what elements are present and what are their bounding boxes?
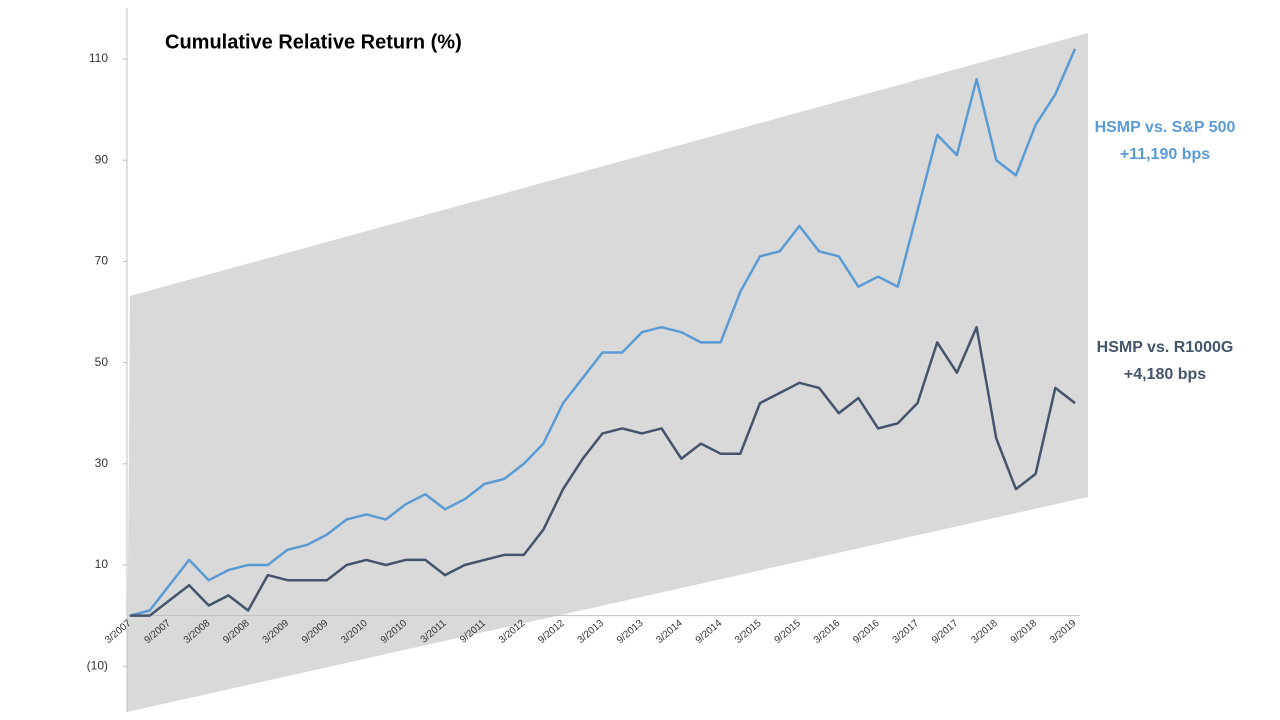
- series-label: HSMP vs. R1000G: [1097, 339, 1234, 356]
- x-tick-label: 9/2015: [772, 618, 803, 646]
- x-tick-label: 3/2019: [1048, 618, 1079, 646]
- x-tick-label: 9/2016: [851, 618, 882, 646]
- series-annotation: +11,190 bps: [1120, 146, 1210, 163]
- x-tick-label: 3/2018: [969, 618, 1000, 646]
- y-tick-label: 10: [95, 557, 109, 571]
- x-tick-label: 9/2018: [1009, 618, 1040, 646]
- x-tick-label: 3/2014: [654, 618, 685, 646]
- x-tick-label: 9/2017: [930, 618, 961, 646]
- x-tick-label: 9/2012: [536, 618, 567, 646]
- y-tick-label: 70: [95, 254, 109, 268]
- x-tick-label: 3/2017: [891, 618, 922, 646]
- series-line: [130, 325, 1076, 617]
- x-tick-label: 3/2013: [576, 618, 607, 646]
- y-tick-label: 30: [95, 456, 109, 470]
- series-line: [129, 48, 1077, 617]
- y-tick-label: 90: [95, 152, 109, 166]
- y-tick-label: 110: [89, 51, 108, 65]
- x-tick-label: 3/2015: [733, 618, 764, 646]
- series-annotation: +4,180 bps: [1124, 366, 1206, 383]
- y-tick-label: 50: [95, 355, 109, 369]
- x-tick-label: 3/2016: [812, 618, 843, 646]
- chart-title: Cumulative Relative Return (%): [165, 31, 462, 53]
- trend-channel: [127, 33, 1088, 712]
- x-tick-label: 9/2014: [694, 618, 725, 646]
- y-tick-label: (10): [87, 658, 108, 672]
- series-label: HSMP vs. S&P 500: [1095, 119, 1236, 136]
- x-tick-label: 9/2013: [615, 618, 646, 646]
